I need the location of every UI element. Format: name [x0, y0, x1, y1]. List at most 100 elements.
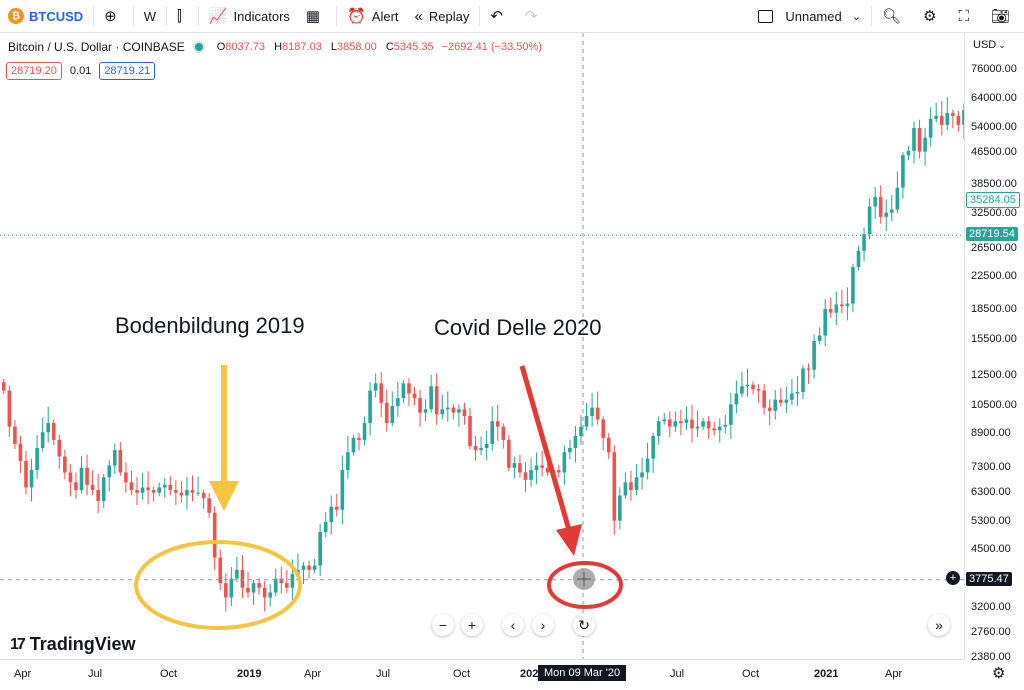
layout-icon	[758, 9, 774, 23]
time-axis[interactable]: AprJulOct2019AprJulOct2020AprJulOct2021A…	[0, 659, 964, 690]
layout-select[interactable]: Unnamed ⌄	[750, 0, 869, 32]
alert-button[interactable]: ⏰ Alert	[339, 0, 406, 32]
candle-body	[917, 128, 922, 152]
candle-body	[85, 467, 89, 485]
candle-body	[529, 470, 533, 480]
divider	[93, 6, 95, 26]
candle-body	[118, 450, 123, 473]
candle-body	[701, 421, 705, 427]
yellow-arrow-shaft	[221, 365, 227, 483]
candle-body	[40, 432, 45, 448]
settings-button[interactable]: ⚙	[915, 0, 950, 32]
symbol-search[interactable]: ₿ BTCUSD	[0, 0, 91, 32]
tradingview-logo[interactable]: 17 TradingView	[10, 634, 136, 655]
candle-body	[373, 383, 378, 391]
time-tick-label: Oct	[160, 668, 178, 680]
candle-body	[767, 407, 772, 411]
candle-body	[878, 196, 883, 217]
candle-body	[518, 463, 522, 473]
zoom-out-button[interactable]: −	[432, 614, 454, 636]
indicators-button[interactable]: 📈 Indicators	[201, 0, 298, 32]
scroll-right-button[interactable]: ›	[532, 614, 554, 636]
candle-body	[790, 393, 794, 400]
chevron-right-icon: ›	[540, 617, 546, 633]
indicators-label: Indicators	[233, 8, 290, 24]
price-tick-label: 15500.00	[971, 332, 1017, 345]
search-button[interactable]: 🔍︎	[874, 0, 915, 32]
candle-body	[390, 406, 395, 424]
add-alert-icon[interactable]: +	[946, 571, 960, 585]
time-tick-label: 2019	[237, 668, 262, 680]
candle-body	[146, 487, 150, 491]
time-tick-label: Oct	[453, 668, 471, 680]
chart-pane[interactable]: Bitcoin / U.S. Dollar · COINBASE O8037.7…	[0, 33, 1016, 659]
time-tick-label: Jul	[670, 668, 685, 680]
candle-body	[828, 308, 833, 313]
candle-body	[290, 574, 295, 588]
symbol-label: BTCUSD	[29, 8, 84, 24]
chart-type-button[interactable]: ⫿	[169, 0, 196, 32]
replay-label: Replay	[428, 8, 470, 24]
candle-body	[74, 482, 78, 491]
scroll-to-realtime-button[interactable]: »	[928, 614, 950, 636]
candle-body	[101, 477, 106, 502]
reset-view-button[interactable]: ↻	[573, 614, 595, 636]
candle-body	[595, 407, 600, 420]
candle-body	[451, 407, 456, 413]
candle-body	[673, 421, 678, 427]
templates-button[interactable]: ▦	[298, 0, 334, 32]
price-tick-label: 4500.00	[971, 542, 1011, 555]
candle-body	[806, 368, 811, 370]
candle-body	[379, 383, 383, 403]
compare-button[interactable]: ⊕	[96, 0, 131, 32]
legend-title: Bitcoin / U.S. Dollar · COINBASE	[8, 40, 185, 54]
candle-body	[63, 456, 67, 473]
open-price-tag: 35284.05	[966, 192, 1020, 209]
candle-body	[79, 467, 84, 491]
candle-body	[196, 492, 200, 494]
spread-value: 0.01	[69, 65, 92, 77]
snapshot-button[interactable]: 📷︎	[983, 0, 1024, 32]
candlestick-chart[interactable]	[0, 33, 1016, 659]
candle-body	[717, 426, 722, 431]
candle-body	[29, 470, 34, 488]
candle-body	[645, 458, 650, 473]
candle-body	[124, 472, 128, 483]
replay-button[interactable]: « Replay	[407, 0, 478, 32]
candle-body	[18, 443, 23, 461]
gear-icon: ⚙	[922, 8, 937, 25]
last-price-tag: 28719.54	[966, 227, 1018, 242]
candle-body	[13, 426, 17, 444]
zoom-in-button[interactable]: +	[461, 614, 483, 636]
price-axis[interactable]: USD ⌄ 76000.00 64000.00 54000.00 46500.00 385…	[964, 33, 1024, 663]
interval-button[interactable]: W	[136, 0, 164, 32]
candle-body	[656, 421, 661, 437]
candle-body	[185, 490, 189, 496]
time-tick-label: Jul	[376, 668, 391, 680]
candle-body	[901, 155, 905, 188]
candle-body	[612, 452, 617, 521]
time-tick-label: Apr	[304, 668, 322, 680]
candle-body	[224, 583, 228, 598]
undo-button[interactable]: ↶	[482, 0, 517, 32]
scroll-left-button[interactable]: ‹	[502, 614, 524, 636]
candle-body	[501, 426, 506, 440]
gear-icon[interactable]: ⚙	[992, 665, 1006, 682]
candle-body	[407, 383, 411, 394]
candle-body	[773, 399, 778, 411]
high-value: 8187.03	[282, 41, 322, 53]
red-arrow-head	[556, 524, 582, 556]
high-key: H	[274, 41, 283, 53]
candle-body	[817, 335, 822, 342]
redo-button[interactable]: ↷	[517, 0, 552, 32]
candle-body	[934, 115, 938, 119]
currency-select[interactable]: USD ⌄	[973, 39, 1006, 51]
candle-body	[862, 234, 866, 251]
candle-body	[895, 187, 900, 210]
ask-price[interactable]: 28719.21	[99, 62, 156, 80]
bid-price[interactable]: 28719.20	[6, 62, 62, 80]
candle-body	[457, 409, 461, 413]
fullscreen-button[interactable]: ⛶	[950, 0, 983, 32]
candle-body	[690, 419, 694, 429]
candle-body	[90, 484, 95, 491]
